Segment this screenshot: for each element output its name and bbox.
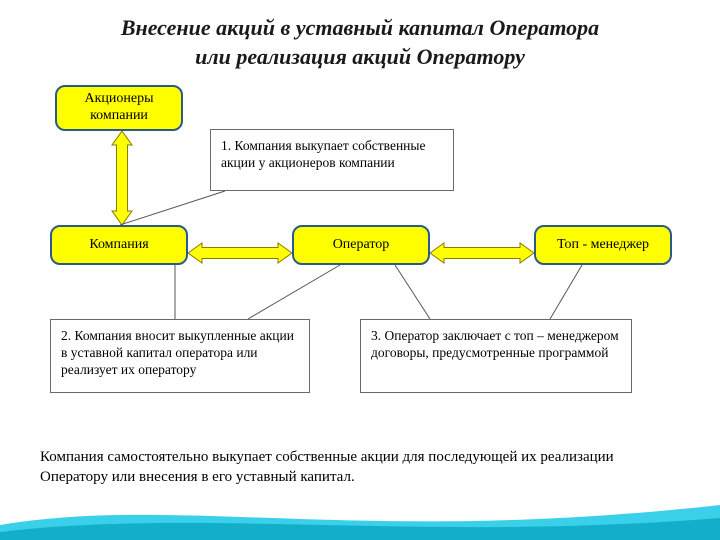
textbox-1: 1. Компания выкупает собственные акции у… [210, 129, 454, 191]
node-manager: Топ - менеджер [534, 225, 672, 265]
flow-diagram: Акционеры компании Компания Оператор Топ… [0, 75, 720, 435]
textbox-3: 3. Оператор заключает с топ – менеджером… [360, 319, 632, 393]
wave-decoration [0, 490, 720, 540]
textbox-2: 2. Компания вносит выкупленные акции в у… [50, 319, 310, 393]
node-shareholders: Акционеры компании [55, 85, 183, 131]
title-line-1: Внесение акций в уставный капитал Операт… [40, 14, 680, 43]
slide-title: Внесение акций в уставный капитал Операт… [0, 0, 720, 75]
title-line-2: или реализация акций Оператору [40, 43, 680, 72]
footer-text: Компания самостоятельно выкупает собстве… [40, 448, 680, 487]
node-operator: Оператор [292, 225, 430, 265]
node-company: Компания [50, 225, 188, 265]
